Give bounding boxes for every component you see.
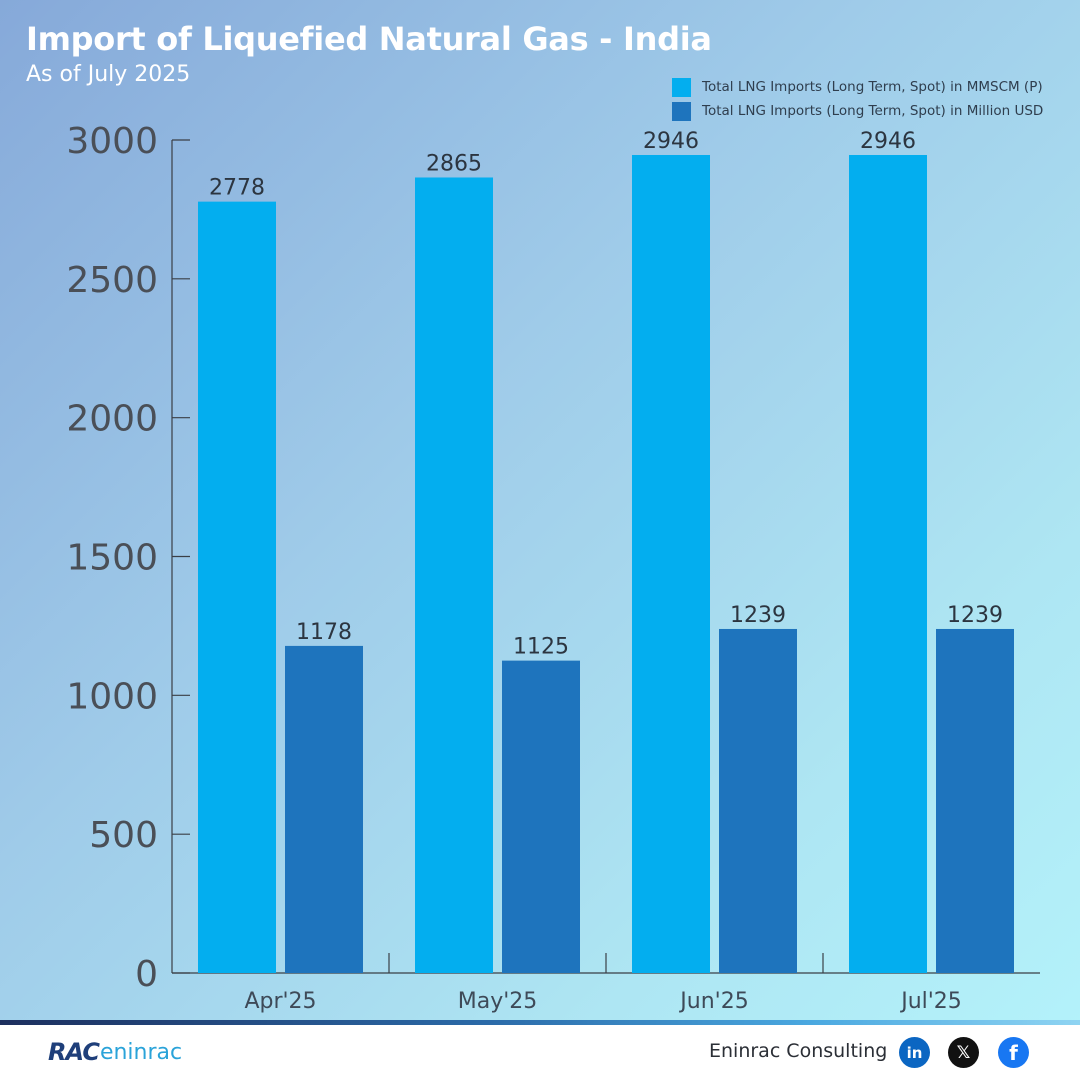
y-tick-label: 2500 <box>66 260 158 301</box>
data-label: 2865 <box>426 151 482 176</box>
legend-label-mmscm: Total LNG Imports (Long Term, Spot) in M… <box>702 79 1043 95</box>
x-tick-label: Jun'25 <box>678 989 748 1014</box>
linkedin-icon[interactable]: in <box>899 1037 930 1068</box>
facebook-icon[interactable]: f <box>998 1037 1029 1068</box>
x-tick-label: May'25 <box>458 989 538 1014</box>
footer-divider <box>0 1020 1080 1025</box>
data-label: 2946 <box>860 129 916 154</box>
legend-item-usd: Total LNG Imports (Long Term, Spot) in M… <box>672 99 1043 123</box>
bar <box>285 645 363 973</box>
chart-title: Import of Liquefied Natural Gas - India <box>26 20 712 58</box>
legend-item-mmscm: Total LNG Imports (Long Term, Spot) in M… <box>672 75 1043 99</box>
y-tick-label: 2000 <box>66 399 158 440</box>
legend-swatch-mmscm <box>672 77 691 97</box>
logo-mark: RAC <box>48 1038 100 1066</box>
bar <box>198 201 276 974</box>
x-tick-label: Jul'25 <box>899 989 962 1014</box>
bar <box>719 628 797 973</box>
y-tick-label: 3000 <box>66 121 158 162</box>
bar <box>502 660 580 973</box>
data-label: 1239 <box>730 603 786 628</box>
legend-label-usd: Total LNG Imports (Long Term, Spot) in M… <box>702 103 1044 119</box>
y-tick-label: 1500 <box>66 538 158 579</box>
x-tick-label: Apr'25 <box>244 989 316 1014</box>
y-tick-label: 0 <box>135 954 158 995</box>
y-tick-label: 1000 <box>66 676 158 717</box>
x-icon[interactable]: 𝕏 <box>948 1037 979 1068</box>
eninrac-logo: RAC eninrac <box>48 1037 182 1067</box>
bar-chart: 0 500 1000 1500 2000 2500 3000 2778 1178 Apr'25 28… <box>66 121 1040 1014</box>
data-label: 1239 <box>947 603 1003 628</box>
legend-swatch-usd <box>672 101 691 121</box>
data-label: 1125 <box>513 635 569 660</box>
footer: RAC eninrac Eninrac Consulting in 𝕏 f <box>0 1025 1080 1080</box>
chart-legend: Total LNG Imports (Long Term, Spot) in M… <box>672 75 1043 123</box>
bar <box>632 154 710 973</box>
chart-subtitle: As of July 2025 <box>26 62 191 87</box>
data-label: 2778 <box>209 176 265 201</box>
company-name: Eninrac Consulting <box>709 1040 888 1062</box>
data-label: 2946 <box>643 129 699 154</box>
logo-wordmark: eninrac <box>99 1039 183 1065</box>
bar <box>849 154 927 973</box>
bar <box>415 177 493 974</box>
data-label: 1178 <box>296 620 352 645</box>
bar <box>936 628 1014 973</box>
y-tick-label: 500 <box>89 815 158 856</box>
